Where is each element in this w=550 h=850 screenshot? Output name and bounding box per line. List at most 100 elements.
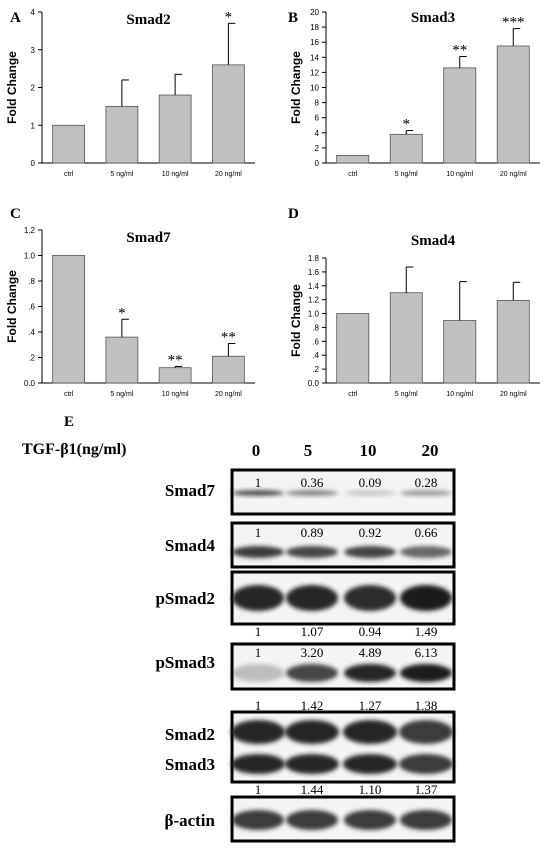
bar — [443, 320, 477, 384]
densitometry-value: 1.37 — [415, 782, 438, 797]
densitometry-value: 1 — [255, 525, 262, 540]
band — [344, 585, 396, 611]
densitometry-value: 0.92 — [359, 525, 382, 540]
densitometry-value: 0.36 — [301, 475, 324, 490]
x-tick-label: 5 ng/ml — [395, 171, 418, 178]
y-tick-label: .4 — [312, 351, 319, 360]
blot-row-smad2: Smad2 Smad3 1 1.42 1.27 1.38 — [165, 698, 456, 784]
densitometry-value: 1.10 — [359, 782, 382, 797]
blot-row-smad7: Smad7 1 0.36 0.09 0.28 — [165, 468, 456, 516]
band — [343, 754, 397, 774]
y-tick-label: 12 — [310, 68, 319, 77]
densitometry-value: 3.20 — [301, 645, 324, 660]
bar — [389, 133, 423, 164]
treatment-label: TGF-β1(ng/ml) — [22, 441, 126, 458]
y-tick-label: 1.2 — [24, 226, 36, 235]
densitometry-value: 1 — [255, 475, 262, 490]
band — [400, 664, 452, 682]
band — [343, 720, 397, 744]
y-tick-label: 20 — [310, 8, 319, 17]
y-tick-label: 1.4 — [308, 282, 320, 291]
significance-marker: *** — [502, 15, 525, 31]
y-tick-label: 4 — [31, 8, 36, 17]
y-tick-label: 4 — [315, 129, 320, 138]
y-tick-label: 1.6 — [308, 268, 320, 277]
panel-letter: D — [288, 206, 299, 222]
dose-label: 10 — [360, 441, 377, 460]
y-axis-label: Fold Change — [289, 51, 303, 124]
x-tick-label: 10 ng/ml — [446, 171, 473, 178]
significance-marker: ** — [168, 352, 183, 368]
panel-letter: C — [10, 206, 21, 222]
bar — [52, 124, 86, 164]
band — [285, 720, 339, 744]
y-tick-label: 18 — [310, 23, 319, 32]
x-tick-label: ctrl — [64, 171, 74, 178]
x-tick-label: ctrl — [64, 391, 74, 398]
x-tick-label: 20 ng/ml — [215, 171, 242, 178]
y-axis-label: Fold Change — [5, 270, 19, 343]
densitometry-value: 6.13 — [415, 645, 438, 660]
y-tick-label: 1.0 — [308, 310, 320, 319]
x-tick-label: 10 ng/ml — [162, 171, 189, 178]
densitometry-value: 1.27 — [359, 698, 382, 713]
bar — [336, 155, 370, 164]
y-tick-label: .6 — [312, 337, 319, 346]
y-tick-label: 2 — [315, 144, 320, 153]
y-tick-label: 0.0 — [308, 379, 320, 388]
band — [231, 720, 285, 744]
y-tick-label: 16 — [310, 38, 319, 47]
x-tick-label: 20 ng/ml — [500, 171, 527, 178]
protein-label: Smad4 — [165, 536, 216, 555]
band — [231, 754, 285, 774]
protein-label: pSmad3 — [155, 653, 215, 672]
blot-row-smad4: Smad4 1 0.89 0.92 0.66 — [165, 521, 456, 569]
panel-letter: B — [288, 10, 298, 26]
chart-title: Smad2 — [126, 12, 170, 28]
y-tick-label: .4 — [28, 328, 35, 337]
densitometry-value: 1 — [255, 624, 262, 639]
y-tick-label: 3 — [31, 46, 36, 55]
blot-row-β-actin: β-actin 1 1.44 1.10 1.37 — [164, 782, 456, 843]
band — [400, 810, 452, 830]
band — [399, 754, 453, 774]
x-tick-label: 5 ng/ml — [110, 391, 133, 398]
densitometry-value: 0.94 — [359, 624, 382, 639]
y-tick-label: 2 — [31, 84, 36, 93]
blot-frame — [230, 521, 456, 569]
chart-panel-d: D Smad4 Fold Change 0.0 .2 .4 .6 .8 1.0 1.2 1.4 1.6… — [288, 206, 540, 398]
blot-row-psmad3: pSmad3 1 3.20 4.89 6.13 — [155, 642, 456, 691]
y-axis-label: Fold Change — [5, 51, 19, 124]
protein-label: pSmad2 — [155, 589, 215, 608]
x-tick-label: 5 ng/ml — [110, 171, 133, 178]
densitometry-value: 1 — [255, 645, 262, 660]
densitometry-value: 1.49 — [415, 624, 438, 639]
significance-marker: * — [118, 305, 126, 321]
protein-label: Smad7 — [165, 481, 216, 500]
band — [232, 664, 284, 682]
chart-title: Smad3 — [411, 10, 455, 26]
x-tick-label: 10 ng/ml — [162, 391, 189, 398]
y-tick-label: 1.2 — [308, 296, 320, 305]
bar — [389, 292, 423, 384]
densitometry-value: 0.09 — [359, 475, 382, 490]
band — [344, 810, 396, 830]
y-tick-label: 0.0 — [24, 379, 36, 388]
densitometry-value: 1.38 — [415, 698, 438, 713]
bar — [52, 255, 86, 384]
band — [286, 664, 338, 682]
chart-title: Smad7 — [126, 230, 171, 246]
densitometry-value: 1.42 — [301, 698, 324, 713]
densitometry-value: 1.07 — [301, 624, 324, 639]
bar — [211, 64, 245, 164]
densitometry-value: 0.28 — [415, 475, 438, 490]
panel-letter: E — [64, 414, 74, 430]
protein-label: β-actin — [164, 811, 215, 830]
significance-marker: * — [403, 117, 411, 133]
chart-title: Smad4 — [411, 233, 456, 249]
y-axis-label: Fold Change — [289, 284, 303, 357]
band — [344, 546, 396, 558]
bar — [158, 367, 192, 384]
y-tick-label: 14 — [310, 53, 319, 62]
